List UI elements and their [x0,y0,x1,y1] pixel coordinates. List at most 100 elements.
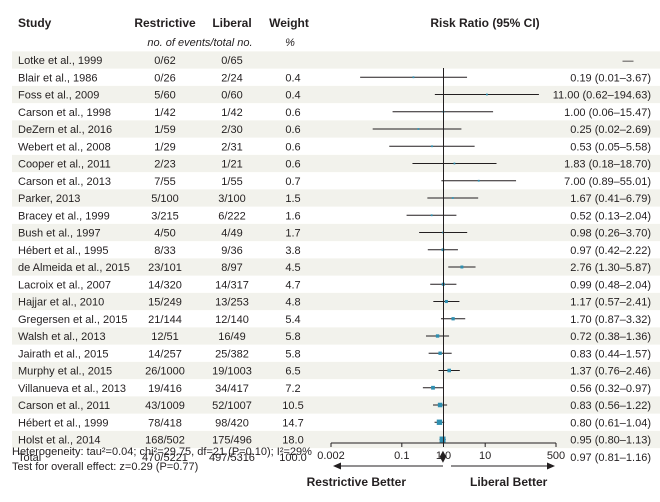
risk-ratio-value: 1.67 (0.41–6.79) [570,193,651,205]
restrictive-events: 470/5221 [142,452,188,464]
risk-ratio-value: 0.72 (0.38–1.36) [570,331,651,343]
risk-ratio-value: 0.19 (0.01–3.67) [570,72,651,84]
row-stripe [12,258,660,276]
risk-ratio-value: 1.17 (0.57–2.41) [570,297,651,309]
point-estimate-marker [412,76,415,79]
weight-value: 0.6 [285,141,300,153]
point-estimate-marker [444,299,448,304]
restrictive-events: 19/416 [148,383,182,395]
pooled-estimate-diamond [439,450,447,463]
row-stripe [12,51,660,69]
weight-value: 5.4 [285,314,300,326]
restrictive-events: 7/55 [154,176,175,188]
study-name: Foss et al., 2009 [18,90,99,102]
study-name: Lacroix et al., 2007 [18,279,111,291]
right-arrowhead [547,462,555,470]
liberal-events: 16/49 [218,331,246,343]
study-name: Hébert et al., 1995 [18,245,109,257]
risk-ratio-value: 0.52 (0.13–2.04) [570,210,651,222]
restrictive-events: 5/100 [151,193,179,205]
liberal-better-label: Liberal Better [470,475,548,489]
liberal-events: 1/21 [221,159,242,171]
study-name: Parker, 2013 [18,193,80,205]
restrictive-events: 0/62 [154,55,175,67]
point-estimate-marker [439,436,446,443]
liberal-events: 98/420 [215,417,249,429]
weight-value: 1.7 [285,228,300,240]
study-name: Jairath et al., 2015 [18,348,109,360]
row-stripe [12,292,660,311]
study-name: Villanueva et al., 2013 [18,383,126,395]
row-stripe [12,396,660,414]
point-estimate-marker [460,265,464,269]
weight-value: 10.5 [282,400,303,412]
weight-value: 4.8 [285,297,300,309]
liberal-events: 497/5316 [209,452,255,464]
restrictive-events: 15/249 [148,297,182,309]
point-estimate-marker [438,351,442,355]
weight-value: 5.8 [285,331,300,343]
row-stripe [12,85,660,104]
x-tick-label: 0.1 [394,450,409,462]
row-stripe [12,154,660,173]
point-estimate-marker [430,214,433,217]
liberal-events: 8/97 [221,262,242,274]
risk-ratio-value: — [623,55,634,67]
risk-ratio-value: 1.00 (0.06–15.47) [564,107,651,119]
liberal-events: 175/496 [212,435,252,447]
liberal-events: 2/30 [221,124,242,136]
restrictive-events: 43/1009 [145,400,185,412]
overall-effect-test: Test for overall effect: z=0.29 (P=0.77) [12,461,198,473]
liberal-events: 3/100 [218,193,246,205]
weight-value: 4.5 [285,262,300,274]
point-estimate-marker [431,385,435,390]
header-risk-ratio: Risk Ratio (95% CI) [430,16,539,30]
row-stripe [12,430,660,449]
study-name: Carson et al., 1998 [18,107,111,119]
weight-value: 0.4 [285,72,300,84]
study-name: Murphy et al., 2015 [18,366,112,378]
risk-ratio-value: 1.83 (0.18–18.70) [564,159,651,171]
weight-value: 3.8 [285,245,300,257]
study-name: Walsh et al., 2013 [18,331,106,343]
restrictive-events: 12/51 [151,331,179,343]
study-name: de Almeida et al., 2015 [18,262,130,274]
study-name: Webert et al., 2008 [18,141,111,153]
x-tick-label: 0.002 [317,450,345,462]
weight-value: 4.7 [285,279,300,291]
restrictive-events: 21/144 [148,314,182,326]
study-name: Blair et al., 1986 [18,72,98,84]
study-name: Cooper et al., 2011 [18,159,111,171]
weight-value: 100.0 [279,452,307,464]
restrictive-events: 14/257 [148,348,182,360]
restrictive-events: 3/215 [151,210,179,222]
restrictive-events: 78/418 [148,417,182,429]
restrictive-events: 2/23 [154,159,175,171]
liberal-events: 6/222 [218,210,246,222]
risk-ratio-value: 0.25 (0.02–2.69) [570,124,651,136]
header-weight: Weight [269,16,309,30]
liberal-events: 12/140 [215,314,249,326]
restrictive-events: 1/29 [154,141,175,153]
liberal-events: 52/1007 [212,400,252,412]
point-estimate-marker [451,197,454,199]
restrictive-events: 1/59 [154,124,175,136]
weight-value: 0.4 [285,90,300,102]
row-stripe [12,223,660,242]
point-estimate-marker [477,179,480,182]
study-name: Total [18,452,41,464]
weight-value: 14.7 [282,417,303,429]
restrictive-events: 168/502 [145,435,185,447]
risk-ratio-value: 0.53 (0.05–5.58) [570,141,651,153]
liberal-events: 1/55 [221,176,242,188]
weight-value: 18.0 [282,435,303,447]
study-name: Hébert et al., 1999 [18,417,109,429]
x-tick-label: 1.0 [436,450,451,462]
liberal-events: 0/60 [221,90,242,102]
study-name: Hajjar et al., 2010 [18,297,104,309]
x-tick-label: 10 [479,450,491,462]
header-restrictive: Restrictive [134,16,196,30]
liberal-events: 34/417 [215,383,249,395]
row-stripe [12,361,660,380]
restrictive-events: 26/1000 [145,366,185,378]
